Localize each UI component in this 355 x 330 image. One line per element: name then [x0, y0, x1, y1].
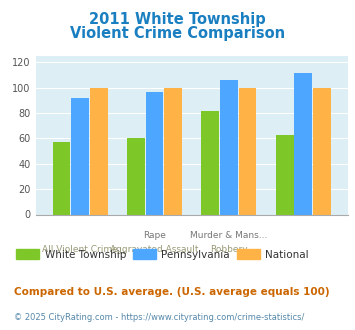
Bar — [53, 142, 70, 214]
Text: Rape: Rape — [143, 231, 166, 240]
Bar — [239, 88, 256, 214]
Text: Violent Crime Comparison: Violent Crime Comparison — [70, 26, 285, 41]
Text: All Violent Crime: All Violent Crime — [42, 245, 118, 254]
Bar — [146, 92, 163, 214]
Text: Aggravated Assault: Aggravated Assault — [110, 245, 199, 254]
Bar — [71, 98, 89, 214]
Bar — [164, 88, 182, 214]
Legend: White Township, Pennsylvania, National: White Township, Pennsylvania, National — [12, 245, 313, 264]
Bar — [201, 111, 219, 214]
Bar — [127, 139, 145, 214]
Text: 2011 White Township: 2011 White Township — [89, 12, 266, 26]
Bar — [220, 80, 238, 214]
Bar — [313, 88, 331, 214]
Bar — [90, 88, 108, 214]
Text: Robbery: Robbery — [210, 245, 248, 254]
Text: © 2025 CityRating.com - https://www.cityrating.com/crime-statistics/: © 2025 CityRating.com - https://www.city… — [14, 314, 305, 322]
Text: Murder & Mans...: Murder & Mans... — [190, 231, 268, 240]
Bar — [294, 73, 312, 214]
Text: Compared to U.S. average. (U.S. average equals 100): Compared to U.S. average. (U.S. average … — [14, 287, 330, 297]
Bar — [276, 135, 294, 214]
